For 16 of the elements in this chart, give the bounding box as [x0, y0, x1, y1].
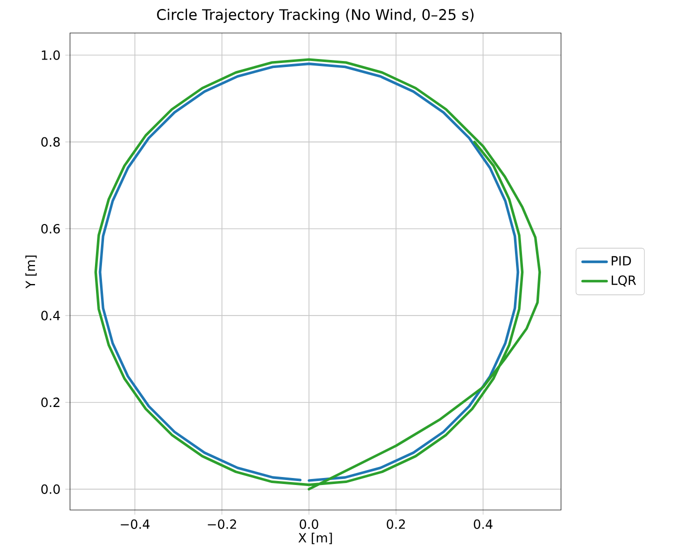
- y-axis-title: Y [m]: [25, 256, 37, 289]
- x-tick-label: −0.2: [208, 519, 236, 529]
- x-tick-label: 0.0: [300, 519, 318, 529]
- legend-label: LQR: [612, 275, 636, 286]
- y-tick-label: 0.8: [41, 137, 60, 147]
- y-tick-label: 0.2: [41, 398, 60, 408]
- x-axis-title: X [m]: [298, 532, 332, 544]
- x-tick-label: −0.4: [120, 519, 150, 529]
- y-tick-label: 0.6: [41, 224, 60, 234]
- chart-title: Circle Trajectory Tracking (No Wind, 0–25 s): [157, 8, 474, 23]
- x-tick-label: 0.2: [386, 519, 405, 529]
- y-tick-label: 1.0: [42, 50, 60, 60]
- legend-label: PID: [612, 256, 631, 266]
- x-tick-label: 0.4: [474, 519, 492, 529]
- y-tick-label: 0.4: [41, 310, 60, 320]
- y-tick-label: 0.0: [41, 484, 60, 494]
